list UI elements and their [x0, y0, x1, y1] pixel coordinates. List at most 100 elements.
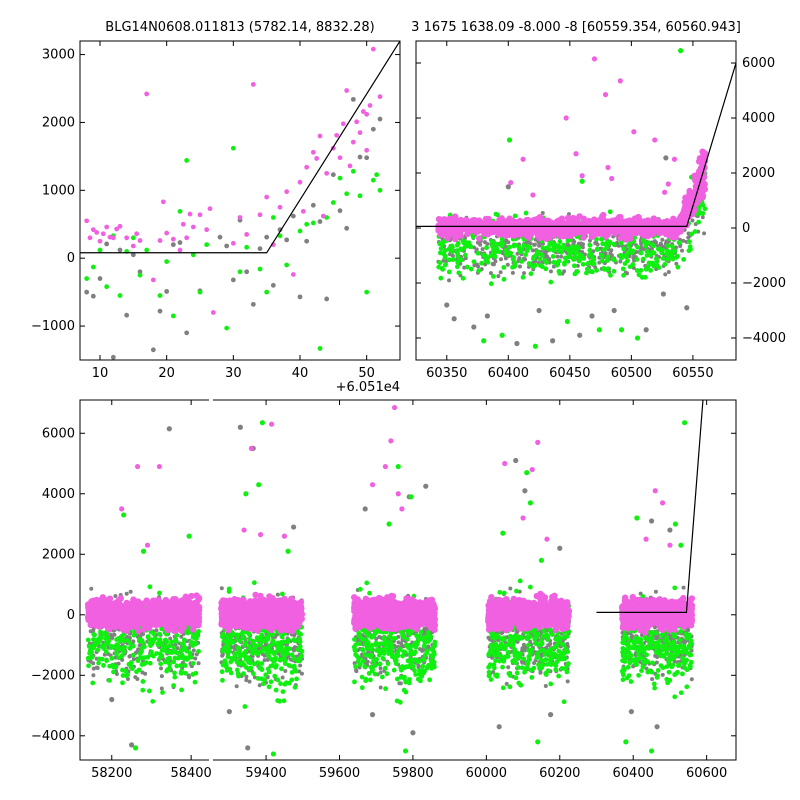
tr-point — [456, 225, 464, 233]
bot-point — [165, 667, 170, 673]
tl-point — [284, 189, 290, 195]
tl-point — [157, 308, 163, 314]
bot-point — [92, 632, 97, 638]
tr-outlier — [605, 164, 611, 171]
tr-point — [447, 278, 452, 283]
tr-point — [682, 194, 689, 201]
tl-point — [284, 262, 290, 268]
bot-point — [295, 647, 301, 652]
tl-point — [164, 259, 170, 264]
bot-point — [95, 647, 101, 653]
tl-point — [190, 252, 196, 258]
bot-point — [264, 650, 270, 656]
tr-point — [462, 252, 468, 258]
tl-point — [377, 94, 383, 100]
tr-point — [543, 266, 549, 272]
bot-point — [178, 663, 184, 668]
tl-point — [237, 215, 243, 220]
bot-point — [157, 655, 163, 661]
bot-point — [107, 677, 112, 683]
tl-point — [324, 296, 330, 302]
tl-point — [124, 312, 130, 318]
bot-point — [150, 607, 158, 614]
bot-point — [279, 591, 285, 597]
bot-point — [168, 617, 175, 625]
tl-point — [177, 208, 183, 214]
tl-point — [364, 147, 370, 153]
tr-point — [565, 242, 570, 247]
tr-point — [635, 244, 640, 250]
tl-point — [347, 163, 353, 169]
bot-point — [143, 671, 148, 676]
tr-outlier — [505, 184, 511, 190]
tr-point — [583, 270, 589, 276]
tr-point — [586, 252, 592, 258]
tr-point — [527, 218, 534, 226]
bot-point — [193, 656, 198, 661]
bot-point — [188, 592, 195, 600]
tr-point — [607, 239, 613, 245]
tr-point — [580, 261, 586, 267]
tr-xtick-label: 60500 — [611, 366, 652, 381]
tl-point — [314, 156, 320, 161]
tr-point — [578, 241, 583, 246]
bot-point — [146, 688, 152, 694]
bot-point — [190, 608, 197, 615]
bot-point — [121, 649, 127, 655]
tr-point — [485, 242, 490, 247]
bot-point — [266, 684, 272, 690]
bot-point — [171, 645, 177, 651]
tr-point — [450, 244, 455, 250]
bot-point — [127, 640, 133, 646]
tr-point — [689, 231, 695, 237]
tr-outlier — [663, 155, 669, 161]
tr-point — [638, 268, 644, 273]
tl-point — [190, 224, 196, 230]
tl-point — [137, 269, 143, 275]
bot-point — [277, 698, 283, 704]
tl-point — [250, 301, 256, 307]
bot-point — [228, 659, 234, 665]
tr-point — [497, 249, 503, 255]
tl-point — [104, 224, 110, 230]
bot-point — [130, 643, 136, 649]
bot-point — [91, 628, 96, 633]
bot-point — [116, 661, 121, 666]
bot-point — [86, 663, 91, 669]
bot-point — [89, 654, 95, 660]
bot-point — [157, 651, 163, 657]
tr-outlier — [563, 115, 569, 121]
tl-point — [317, 219, 323, 224]
tr-outlier — [660, 291, 666, 297]
tr-point — [684, 205, 691, 212]
tr-point — [480, 228, 487, 235]
tl-point — [317, 133, 323, 139]
tr-point — [471, 259, 477, 265]
tr-outlier — [481, 338, 487, 344]
bot-point — [86, 644, 92, 649]
tr-outlier — [514, 340, 520, 347]
tr-point — [605, 266, 611, 272]
bot-point — [178, 670, 184, 676]
bot-point — [157, 640, 163, 646]
tr-point — [638, 250, 644, 256]
tr-point — [601, 247, 607, 253]
tr-point — [579, 253, 585, 259]
tr-point — [589, 269, 594, 274]
tr-point — [608, 251, 613, 256]
bot-point — [157, 590, 162, 596]
bot-point — [280, 675, 285, 680]
tl-point — [207, 206, 213, 212]
tl-point — [297, 179, 303, 185]
bot-point — [285, 639, 291, 645]
tr-point — [672, 234, 679, 241]
tr-point — [619, 255, 624, 261]
bot-point — [280, 649, 286, 655]
tr-outlier — [451, 316, 457, 322]
tr-point — [687, 244, 693, 250]
bot-point — [88, 659, 93, 664]
tl-point — [197, 212, 203, 218]
tl-point — [297, 228, 303, 234]
tr-point — [468, 244, 473, 250]
bot-point — [91, 666, 96, 671]
